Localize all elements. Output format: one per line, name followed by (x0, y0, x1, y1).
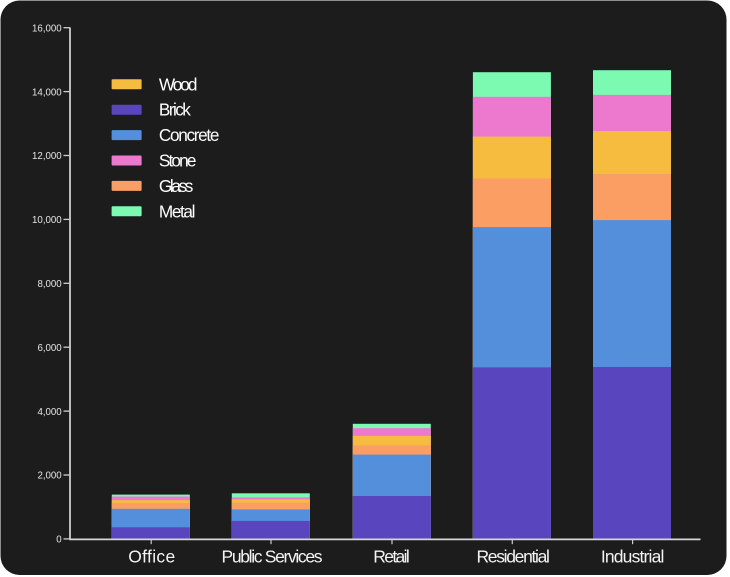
svg-text:8,000: 8,000 (37, 279, 62, 290)
svg-text:6,000: 6,000 (37, 343, 62, 354)
svg-text:16,000: 16,000 (32, 23, 62, 34)
svg-text:Retail: Retail (373, 546, 410, 566)
svg-text:12,000: 12,000 (32, 151, 62, 162)
svg-text:Office: Office (128, 546, 175, 566)
svg-text:Metal: Metal (159, 201, 196, 221)
svg-text:Concrete: Concrete (159, 125, 220, 145)
svg-text:Glass: Glass (159, 176, 194, 196)
svg-text:Brick: Brick (159, 100, 191, 120)
svg-text:Wood: Wood (159, 74, 198, 94)
svg-text:Residential: Residential (476, 546, 550, 566)
svg-text:2,000: 2,000 (37, 471, 62, 482)
svg-text:10,000: 10,000 (32, 215, 62, 226)
svg-text:Public Services: Public Services (222, 546, 323, 566)
svg-text:Industrial: Industrial (601, 546, 665, 566)
svg-text:Stone: Stone (159, 151, 197, 171)
svg-text:4,000: 4,000 (37, 407, 62, 418)
svg-text:14,000: 14,000 (32, 87, 62, 98)
svg-text:0: 0 (56, 535, 62, 546)
